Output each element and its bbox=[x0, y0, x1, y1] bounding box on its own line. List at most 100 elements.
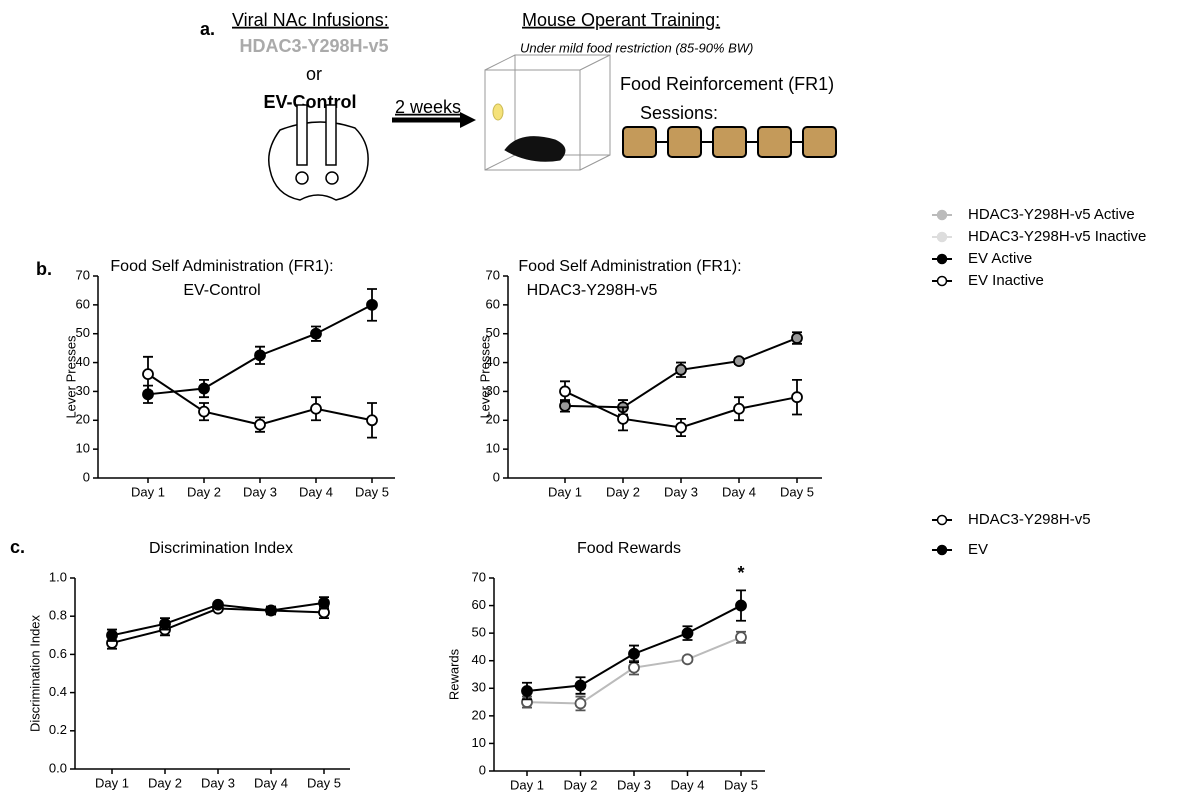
y-tick-label: 0.8 bbox=[49, 608, 67, 623]
legend-marker bbox=[938, 277, 947, 286]
chart-title: Food Rewards bbox=[577, 540, 681, 557]
session-boxes bbox=[623, 127, 836, 157]
reinforcement-label: Food Reinforcement (FR1) bbox=[620, 74, 834, 94]
page: a. Viral NAc Infusions: HDAC3-Y298H-v5 o… bbox=[0, 0, 1195, 795]
y-tick-label: 0.6 bbox=[49, 646, 67, 661]
arrow-head bbox=[460, 112, 476, 128]
y-axis-label: Lever Presses bbox=[63, 335, 78, 419]
y-tick-label: 50 bbox=[486, 325, 500, 340]
marker bbox=[683, 654, 693, 664]
y-tick-label: 50 bbox=[472, 625, 486, 640]
marker bbox=[629, 663, 639, 673]
infusion-title: Viral NAc Infusions: bbox=[232, 10, 389, 30]
legend-label: HDAC3-Y298H-v5 bbox=[968, 511, 1091, 528]
legend-label: EV Inactive bbox=[968, 272, 1044, 289]
marker bbox=[734, 356, 744, 366]
y-tick-label: 30 bbox=[486, 383, 500, 398]
x-tick-label: Day 5 bbox=[724, 777, 758, 792]
legend-label: EV Active bbox=[968, 250, 1032, 267]
chart-subtitle: HDAC3-Y298H-v5 bbox=[527, 282, 658, 299]
legend-marker bbox=[938, 546, 947, 555]
y-tick-label: 20 bbox=[76, 412, 90, 427]
y-tick-label: 60 bbox=[486, 296, 500, 311]
y-tick-label: 10 bbox=[76, 441, 90, 456]
infusion-virus: HDAC3-Y298H-v5 bbox=[239, 36, 388, 56]
marker bbox=[618, 414, 628, 424]
marker bbox=[576, 681, 586, 691]
chart-title: Discrimination Index bbox=[149, 540, 293, 557]
y-tick-label: 70 bbox=[76, 267, 90, 282]
legend-marker bbox=[938, 516, 947, 525]
marker bbox=[736, 601, 746, 611]
x-tick-label: Day 2 bbox=[564, 777, 598, 792]
x-tick-label: Day 4 bbox=[671, 777, 705, 792]
y-tick-label: 0.4 bbox=[49, 684, 67, 699]
training-note: Under mild food restriction (85-90% BW) bbox=[520, 40, 753, 55]
marker bbox=[107, 630, 117, 640]
panel-label: c. bbox=[10, 537, 25, 557]
y-tick-label: 70 bbox=[486, 267, 500, 282]
y-tick-label: 0 bbox=[83, 469, 90, 484]
y-tick-label: 0 bbox=[493, 469, 500, 484]
marker bbox=[199, 407, 209, 417]
marker bbox=[311, 404, 321, 414]
x-tick-label: Day 4 bbox=[299, 484, 333, 499]
infusion-or: or bbox=[306, 64, 322, 84]
marker bbox=[629, 649, 639, 659]
x-tick-label: Day 3 bbox=[664, 484, 698, 499]
marker bbox=[319, 598, 329, 608]
marker bbox=[734, 404, 744, 414]
x-tick-label: Day 2 bbox=[148, 775, 182, 790]
x-tick-label: Day 1 bbox=[548, 484, 582, 499]
sessions-label: Sessions: bbox=[640, 103, 718, 123]
y-tick-label: 40 bbox=[486, 354, 500, 369]
legend-label: EV bbox=[968, 541, 988, 558]
y-tick-label: 60 bbox=[472, 597, 486, 612]
legend-label: HDAC3-Y298H-v5 Active bbox=[968, 206, 1135, 223]
y-tick-label: 50 bbox=[76, 325, 90, 340]
infusion-control: EV-Control bbox=[264, 92, 357, 112]
legend-marker bbox=[938, 255, 947, 264]
y-tick-label: 30 bbox=[76, 383, 90, 398]
y-axis-label: Lever Presses bbox=[477, 335, 492, 419]
y-tick-label: 0 bbox=[479, 762, 486, 777]
y-tick-label: 20 bbox=[486, 412, 500, 427]
x-tick-label: Day 3 bbox=[243, 484, 277, 499]
y-axis-label: Rewards bbox=[446, 648, 461, 700]
chart-title: Food Self Administration (FR1): bbox=[518, 258, 741, 275]
y-tick-label: 0.0 bbox=[49, 760, 67, 775]
marker bbox=[199, 384, 209, 394]
x-tick-label: Day 2 bbox=[606, 484, 640, 499]
chart-title: Food Self Administration (FR1): bbox=[110, 258, 333, 275]
marker bbox=[676, 423, 686, 433]
figure: a. Viral NAc Infusions: HDAC3-Y298H-v5 o… bbox=[0, 0, 1195, 795]
training-title: Mouse Operant Training: bbox=[522, 10, 720, 30]
marker bbox=[792, 333, 802, 343]
marker bbox=[266, 605, 276, 615]
x-tick-label: Day 1 bbox=[510, 777, 544, 792]
y-tick-label: 70 bbox=[472, 569, 486, 584]
legend-label: HDAC3-Y298H-v5 Inactive bbox=[968, 228, 1146, 245]
legend-marker bbox=[938, 233, 947, 242]
marker bbox=[160, 619, 170, 629]
y-tick-label: 20 bbox=[472, 707, 486, 722]
marker bbox=[736, 632, 746, 642]
legend-marker bbox=[938, 211, 947, 220]
y-tick-label: 60 bbox=[76, 296, 90, 311]
y-tick-label: 10 bbox=[472, 735, 486, 750]
x-tick-label: Day 3 bbox=[617, 777, 651, 792]
marker bbox=[255, 350, 265, 360]
marker bbox=[367, 300, 377, 310]
marker bbox=[255, 420, 265, 430]
y-tick-label: 40 bbox=[76, 354, 90, 369]
panel-label: a. bbox=[200, 19, 215, 39]
marker bbox=[576, 698, 586, 708]
x-tick-label: Day 5 bbox=[355, 484, 389, 499]
panel-label: b. bbox=[36, 259, 52, 279]
y-tick-label: 10 bbox=[486, 441, 500, 456]
brain-icon bbox=[269, 105, 368, 200]
y-tick-label: 40 bbox=[472, 652, 486, 667]
y-tick-label: 1.0 bbox=[49, 569, 67, 584]
marker bbox=[367, 415, 377, 425]
marker bbox=[522, 686, 532, 696]
